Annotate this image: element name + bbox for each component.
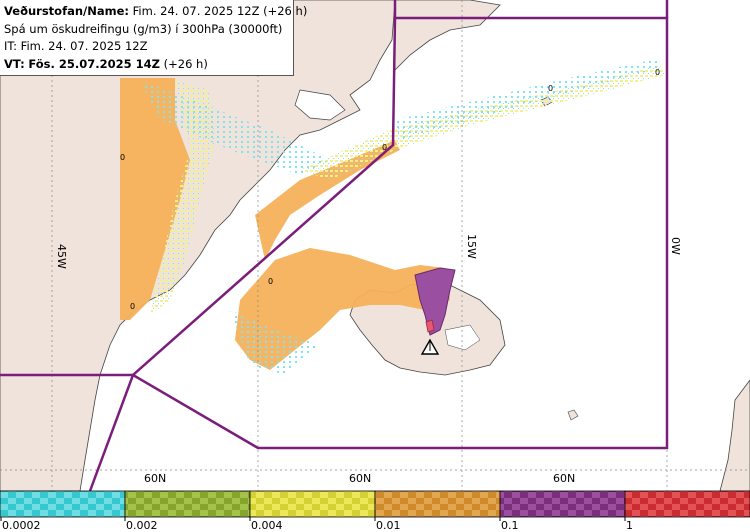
- legend-ticks: [0, 517, 626, 521]
- info-vt-value: Fös. 25.07.2025 14Z: [28, 56, 160, 71]
- info-name-value: Fim. 24. 07. 2025 12Z (+26 h): [132, 4, 308, 18]
- legend-tick-label: 0.1: [501, 519, 519, 532]
- info-line-name: Veðurstofan/Name: Fim. 24. 07. 2025 12Z …: [4, 3, 307, 21]
- forecast-info-box: Veðurstofan/Name: Fim. 24. 07. 2025 12Z …: [0, 0, 307, 76]
- legend-colorbar: [0, 490, 750, 518]
- contour-label: 0: [268, 277, 273, 286]
- greenland-land: [0, 0, 396, 492]
- legend-tick-label: 0.004: [251, 519, 283, 532]
- iceland-glacier: [444, 324, 481, 351]
- meridian-label-15w: 15W: [465, 234, 478, 259]
- fir-boundaries: [0, 0, 669, 492]
- contour-label: 0: [382, 143, 387, 152]
- legend-tick-label: 0.01: [376, 519, 401, 532]
- info-line-initial-time: IT: Fim. 24. 07. 2025 12Z: [4, 39, 148, 54]
- ash-plume-orange-west: [120, 78, 190, 320]
- greenland-fjord: [294, 89, 346, 121]
- meridian-label-45w: 45W: [55, 244, 68, 269]
- ash-high-concentration: [414, 267, 456, 336]
- contour-label: 0: [655, 68, 660, 77]
- contour-label: 0: [130, 302, 135, 311]
- legend-tick-label: 1: [626, 519, 633, 532]
- info-name-label: Veðurstofan/Name:: [4, 4, 129, 18]
- contour-label: 0: [120, 153, 125, 162]
- ash-yellow-fringe: [150, 80, 215, 315]
- ash-cyan-speckle-south: [230, 310, 320, 375]
- ash-very-high-core: [425, 319, 435, 333]
- ash-cyan-speckle-north: [140, 80, 330, 175]
- ash-cyan-speckle-east: [395, 58, 660, 140]
- ash-yellow-streak: [300, 65, 665, 180]
- parallel-label-c: 60N: [553, 472, 575, 485]
- faroe-islands: [567, 409, 579, 421]
- contour-label: 0: [548, 84, 553, 93]
- info-vt-suffix: (+26 h): [163, 56, 208, 71]
- legend-tick-label: 0.0002: [2, 519, 41, 532]
- parallel-label-a: 60N: [144, 472, 166, 485]
- info-line-valid-time: VT: Fös. 25.07.2025 14Z (+26 h): [4, 56, 289, 74]
- parallel-label-b: 60N: [349, 472, 371, 485]
- meridian-label-0w: 0W: [669, 237, 682, 255]
- volcano-marker-icon: [420, 338, 440, 355]
- legend-tick-label: 0.002: [126, 519, 158, 532]
- info-line-description: Spá um öskudreifingu (g/m3) í 300hPa (30…: [4, 21, 283, 36]
- info-vt-label: VT:: [4, 56, 25, 71]
